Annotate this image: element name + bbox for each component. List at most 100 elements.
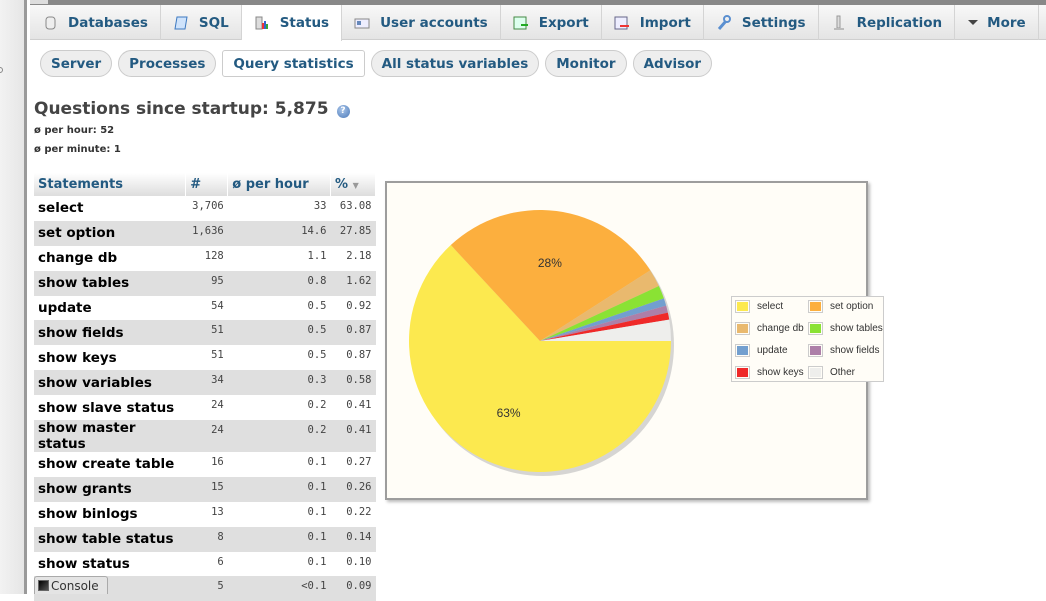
statement-count: 24 xyxy=(185,420,228,453)
legend-item[interactable]: show tables xyxy=(808,322,883,335)
statement-count: 128 xyxy=(185,245,228,271)
subtab-advisor[interactable]: Advisor xyxy=(632,50,713,77)
legend-item[interactable]: Other xyxy=(808,366,855,379)
statement-percent: 0.14 xyxy=(330,526,376,552)
pie-slice-show-tables[interactable] xyxy=(540,286,664,341)
statement-percent: 0.58 xyxy=(330,370,376,396)
statement-percent: 63.08 xyxy=(330,196,376,221)
subtab-monitor[interactable]: Monitor xyxy=(545,50,627,77)
legend-label: select xyxy=(757,301,784,312)
table-row: show tables 95 0.8 1.62 xyxy=(34,270,376,296)
tab-label: More xyxy=(987,14,1026,31)
subtab-all-status-variables[interactable]: All status variables xyxy=(370,50,540,77)
pie-slice-show-fields[interactable] xyxy=(540,305,668,341)
table-row: update 54 0.5 0.92 xyxy=(34,295,376,321)
statement-name: show table status xyxy=(34,526,186,552)
table-row: show grants 15 0.1 0.26 xyxy=(34,476,376,502)
statement-count: 8 xyxy=(185,526,228,552)
statement-percent: 0.26 xyxy=(330,476,376,502)
subtab-server[interactable]: Server xyxy=(40,50,113,77)
navigation-sidebar-edge[interactable] xyxy=(0,0,27,594)
subtab-processes[interactable]: Processes xyxy=(118,50,217,77)
legend-item[interactable]: select xyxy=(735,300,783,313)
tab-export[interactable]: Export xyxy=(501,5,602,40)
header-percent[interactable]: % ▼ xyxy=(330,173,376,196)
tab-label: Replication xyxy=(856,14,943,31)
statement-percent: 0.22 xyxy=(330,501,376,527)
legend-swatch xyxy=(808,322,823,335)
tab-databases[interactable]: Databases xyxy=(30,5,161,40)
statement-name: show create table xyxy=(34,452,186,477)
legend-item[interactable]: set option xyxy=(808,300,873,313)
pie-slice-change-db[interactable] xyxy=(540,270,659,341)
statement-count: 13 xyxy=(185,501,228,527)
export-icon xyxy=(513,15,529,31)
pie-slice-show-keys[interactable] xyxy=(540,312,670,341)
replication-icon xyxy=(831,15,847,31)
legend-swatch xyxy=(735,366,750,379)
pie-slice-select[interactable] xyxy=(409,245,671,472)
tab-status[interactable]: Status xyxy=(241,5,343,41)
statement-name: select xyxy=(34,196,186,221)
slice-label: 28% xyxy=(538,256,562,270)
statement-per-hour: 0.1 xyxy=(227,551,331,577)
pie-slice-set-option[interactable] xyxy=(450,209,651,341)
statement-per-hour: 0.3 xyxy=(227,370,331,396)
statement-percent: 1.62 xyxy=(330,270,376,296)
statement-percent: 0.10 xyxy=(330,551,376,577)
statement-count: 3,706 xyxy=(185,196,228,221)
statement-per-hour: 0.5 xyxy=(227,295,331,321)
status-chart-icon xyxy=(254,15,270,31)
statement-name: show keys xyxy=(34,345,186,371)
tab-import[interactable]: Import xyxy=(602,5,704,40)
statement-count: 16 xyxy=(185,452,228,477)
statement-count: 6 xyxy=(185,551,228,577)
tab-sql[interactable]: SQL xyxy=(161,5,242,40)
statement-per-hour: <0.1 xyxy=(227,576,331,601)
legend-swatch xyxy=(808,300,823,313)
statement-per-hour: 0.5 xyxy=(227,345,331,371)
statement-name: show grants xyxy=(34,476,186,502)
tab-replication[interactable]: Replication xyxy=(819,5,956,40)
statement-percent: 0.87 xyxy=(330,345,376,371)
console-button[interactable]: Console xyxy=(34,576,108,594)
statement-name: show binlogs xyxy=(34,501,186,527)
legend-label: set option xyxy=(830,301,874,312)
pie-slice-update[interactable] xyxy=(540,298,667,341)
console-icon xyxy=(38,580,49,591)
subtab-query-statistics[interactable]: Query statistics xyxy=(222,50,365,77)
statement-count: 95 xyxy=(185,270,228,296)
table-row: show status 6 0.1 0.10 xyxy=(34,551,376,577)
per-minute-stat: ø per minute: 1 xyxy=(34,144,121,155)
statement-count: 24 xyxy=(185,395,228,421)
header-count[interactable]: # xyxy=(185,173,229,196)
top-breadcrumb-bar xyxy=(30,0,1046,5)
table-row: show master status 24 0.2 0.41 xyxy=(34,420,376,453)
header-statements[interactable]: Statements xyxy=(34,173,187,196)
legend-item[interactable]: show fields xyxy=(808,344,879,357)
tab-label: Databases xyxy=(68,14,148,31)
pie-slice-other[interactable] xyxy=(540,319,671,341)
statement-count: 5 xyxy=(185,576,228,601)
tab-more[interactable]: More xyxy=(955,5,1039,40)
legend-item[interactable]: show keys xyxy=(735,366,804,379)
header-per-hour[interactable]: ø per hour xyxy=(227,173,331,196)
statement-name: show tables xyxy=(34,270,186,296)
table-row: select 3,706 33 63.08 xyxy=(34,196,376,221)
legend-swatch xyxy=(808,366,823,379)
tab-settings[interactable]: Settings xyxy=(704,5,819,40)
database-icon xyxy=(42,15,58,31)
per-hour-stat: ø per hour: 52 xyxy=(34,125,115,136)
statement-per-hour: 0.2 xyxy=(227,395,331,421)
help-icon[interactable]: ? xyxy=(336,105,350,118)
page-title: Questions since startup: 5,875? xyxy=(34,99,350,119)
statement-per-hour: 1.1 xyxy=(227,245,331,271)
legend-item[interactable]: change db xyxy=(735,322,804,335)
tab-user-accounts[interactable]: User accounts xyxy=(342,5,501,40)
tab-label: User accounts xyxy=(380,14,488,31)
statement-name: update xyxy=(34,295,186,321)
legend-item[interactable]: update xyxy=(735,344,788,357)
statement-per-hour: 0.8 xyxy=(227,270,331,296)
sidebar-collapse-icon[interactable] xyxy=(0,67,3,73)
legend-swatch xyxy=(735,300,750,313)
